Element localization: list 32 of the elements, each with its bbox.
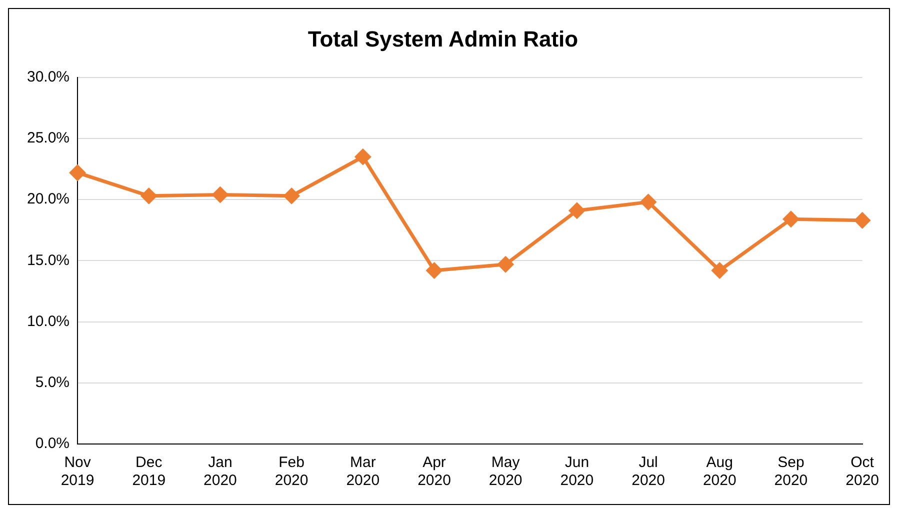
point — [569, 202, 585, 218]
point — [70, 164, 86, 180]
y-tick-label: 0.0% — [35, 435, 70, 452]
x-tick-label: Nov 2019 — [60, 454, 94, 490]
x-tick-label: Mar 2020 — [346, 454, 380, 490]
x-tick-label: Jan 2020 — [204, 454, 237, 490]
point — [141, 188, 157, 204]
x-tick-label: Oct 2020 — [846, 454, 880, 490]
point — [498, 256, 514, 272]
y-tick-label: 25.0% — [26, 130, 70, 147]
x-tick-label: Feb 2020 — [274, 454, 308, 490]
x-tick-label: Jul 2020 — [632, 454, 665, 490]
point — [712, 262, 728, 278]
point — [212, 186, 228, 202]
x-tick-label: Aug 2020 — [702, 454, 736, 490]
x-tick-label: Sep 2020 — [774, 454, 808, 490]
point — [640, 194, 656, 210]
point — [426, 262, 442, 278]
point — [284, 188, 300, 204]
y-tick-label: 5.0% — [35, 374, 70, 392]
chart-title: Total System Admin Ratio — [308, 26, 578, 52]
y-tick-label: 10.0% — [26, 312, 70, 330]
y-tick-label: 20.0% — [26, 190, 70, 208]
y-tick-label: 30.0% — [26, 68, 70, 86]
point — [854, 212, 870, 228]
point — [783, 211, 799, 227]
point — [355, 149, 371, 165]
x-tick-label: Jun 2020 — [560, 454, 594, 490]
y-tick-label: 15.0% — [26, 252, 70, 269]
x-tick-label: May 2020 — [488, 454, 522, 490]
x-tick-label: Apr 2020 — [418, 454, 451, 490]
x-tick-label: Dec 2019 — [132, 454, 166, 490]
